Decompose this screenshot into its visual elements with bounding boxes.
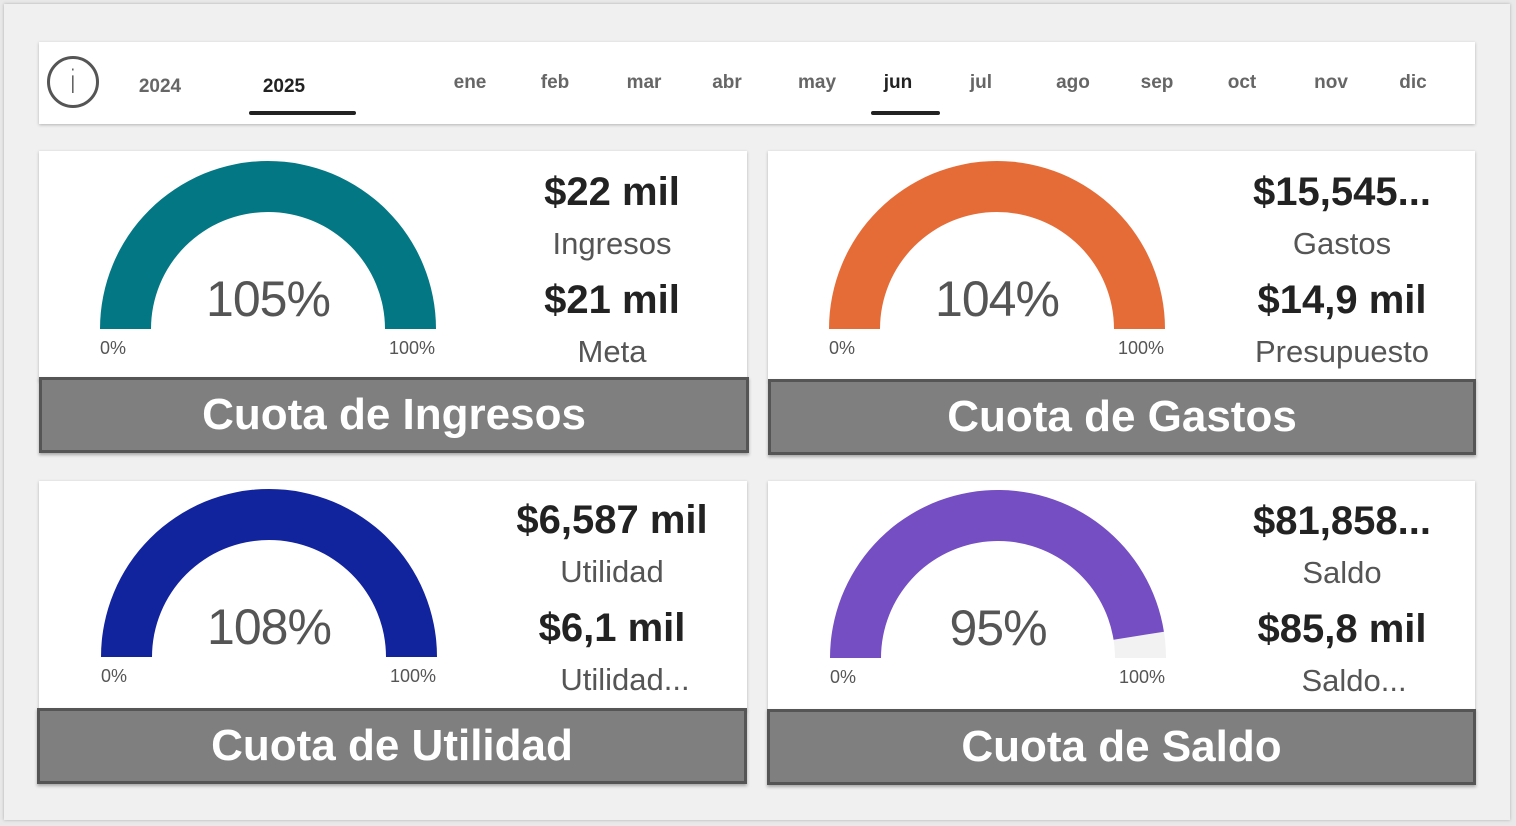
gauge-percent-ingresos: 105% xyxy=(206,271,331,327)
utilidad-value-label: Utilidad xyxy=(560,554,664,589)
card-title-gastos: Cuota de Gastos xyxy=(768,379,1476,455)
month-ago[interactable]: ago xyxy=(1056,72,1090,93)
ingresos-target: $21 mil xyxy=(544,278,680,322)
month-dic[interactable]: dic xyxy=(1399,72,1427,93)
gauge-fill xyxy=(100,161,436,329)
month-jul[interactable]: jul xyxy=(969,72,993,93)
gauge-max-label: 100% xyxy=(1118,338,1165,358)
gauge-fill xyxy=(101,489,437,657)
month-selected-indicator xyxy=(871,111,940,115)
gauge-max-label: 100% xyxy=(1119,667,1166,687)
gauge-ingresos[interactable] xyxy=(100,161,436,331)
gauge-percent-gastos: 104% xyxy=(935,271,1060,327)
gauge-min-label: 0% xyxy=(101,666,128,686)
gauge-min-label: 0% xyxy=(829,338,856,358)
gauge-gastos[interactable] xyxy=(829,161,1165,331)
utilidad-value: $6,587 mil xyxy=(516,498,708,542)
saldo-value-label: Saldo xyxy=(1302,555,1382,590)
year-selected-indicator xyxy=(249,111,356,115)
gauge-percent-saldo: 95% xyxy=(949,600,1047,656)
gauge-fill xyxy=(829,161,1165,329)
month-sep[interactable]: sep xyxy=(1140,72,1174,93)
gauge-max-label: 100% xyxy=(389,338,436,358)
ingresos-target-label: Meta xyxy=(577,334,647,369)
utilidad-target-label: Utilidad... xyxy=(560,662,690,697)
gastos-target-label: Presupuesto xyxy=(1254,334,1430,369)
card-title-ingresos: Cuota de Ingresos xyxy=(39,377,749,453)
gastos-target: $14,9 mil xyxy=(1257,278,1427,322)
month-jun[interactable]: jun xyxy=(883,72,913,93)
gauge-saldo[interactable] xyxy=(830,490,1166,660)
gauge-min-label: 0% xyxy=(100,338,127,358)
month-ene[interactable]: ene xyxy=(453,72,487,93)
year-2025[interactable]: 2025 xyxy=(262,76,306,97)
gauge-max-label: 100% xyxy=(390,666,437,686)
gauge-utilidad[interactable] xyxy=(101,489,437,659)
info-icon[interactable]: i xyxy=(47,56,99,108)
gastos-value-label: Gastos xyxy=(1292,226,1392,261)
saldo-value: $81,858... xyxy=(1253,499,1431,543)
ingresos-value: $22 mil xyxy=(544,170,680,214)
month-may[interactable]: may xyxy=(797,72,837,93)
month-abr[interactable]: abr xyxy=(712,72,742,93)
saldo-target-label: Saldo... xyxy=(1301,663,1407,698)
month-nov[interactable]: nov xyxy=(1314,72,1348,93)
month-oct[interactable]: oct xyxy=(1227,72,1257,93)
gauge-min-label: 0% xyxy=(830,667,857,687)
month-mar[interactable]: mar xyxy=(626,72,662,93)
card-title-utilidad: Cuota de Utilidad xyxy=(37,708,747,784)
date-slicer-bar xyxy=(39,42,1475,124)
gastos-value: $15,545... xyxy=(1253,170,1431,214)
card-title-saldo: Cuota de Saldo xyxy=(767,709,1476,785)
saldo-target: $85,8 mil xyxy=(1257,607,1427,651)
year-2024[interactable]: 2024 xyxy=(138,76,182,97)
gauge-percent-utilidad: 108% xyxy=(207,599,332,655)
utilidad-target: $6,1 mil xyxy=(538,606,686,650)
month-feb[interactable]: feb xyxy=(540,72,570,93)
gauge-fill xyxy=(830,490,1164,658)
ingresos-value-label: Ingresos xyxy=(552,226,672,261)
